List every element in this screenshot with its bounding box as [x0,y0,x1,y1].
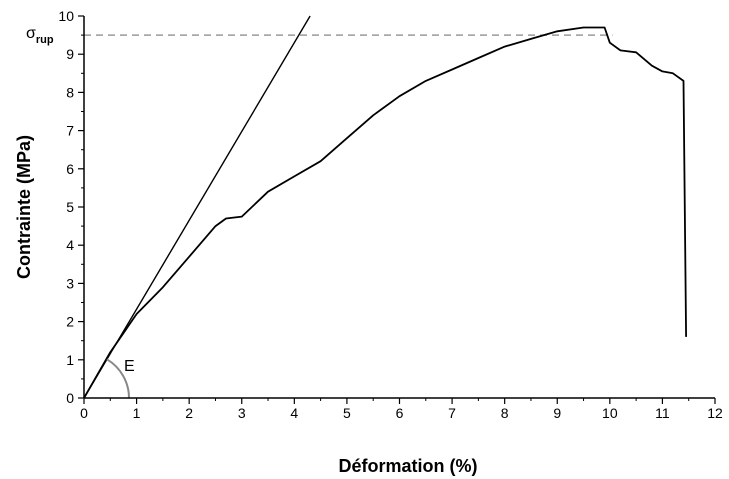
x-tick-label: 1 [133,405,141,421]
y-axis-title: Contrainte (MPa) [14,135,34,279]
y-tick-label: 6 [66,161,74,177]
y-tick-label: 8 [66,84,74,100]
x-tick-label: 8 [501,405,509,421]
x-tick-label: 4 [290,405,298,421]
y-tick-label: 1 [66,352,74,368]
stress-strain-curve [83,26,687,399]
sigma-symbol: σ [26,25,36,42]
y-tick-label: 4 [66,237,74,253]
y-tick-label: 5 [66,199,74,215]
x-tick-label: 11 [655,405,670,421]
x-tick-label: 7 [448,405,456,421]
y-tick-label: 9 [66,46,74,62]
plot-lines [83,15,687,399]
x-tick-label: 5 [343,405,351,421]
y-tick-label: 0 [66,390,74,406]
y-tick-label: 2 [66,314,74,330]
y-tick-label: 10 [58,8,74,24]
x-tick-label: 9 [553,405,561,421]
y-tick-label: 3 [66,275,74,291]
modulus-arc [106,358,130,399]
axes [83,16,715,399]
x-tick-label: 2 [185,405,193,421]
x-tick-label: 10 [602,405,618,421]
y-tick-label: 7 [66,123,74,139]
modulus-label: E [124,358,135,375]
x-tick-label: 12 [707,405,723,421]
x-tick-label: 6 [396,405,404,421]
x-axis-title: Déformation (%) [339,456,478,476]
x-tick-label: 3 [238,405,246,421]
sigma-rup-label: σrup [26,25,54,46]
sigma-subscript: rup [36,34,54,46]
x-tick-label: 0 [80,405,88,421]
